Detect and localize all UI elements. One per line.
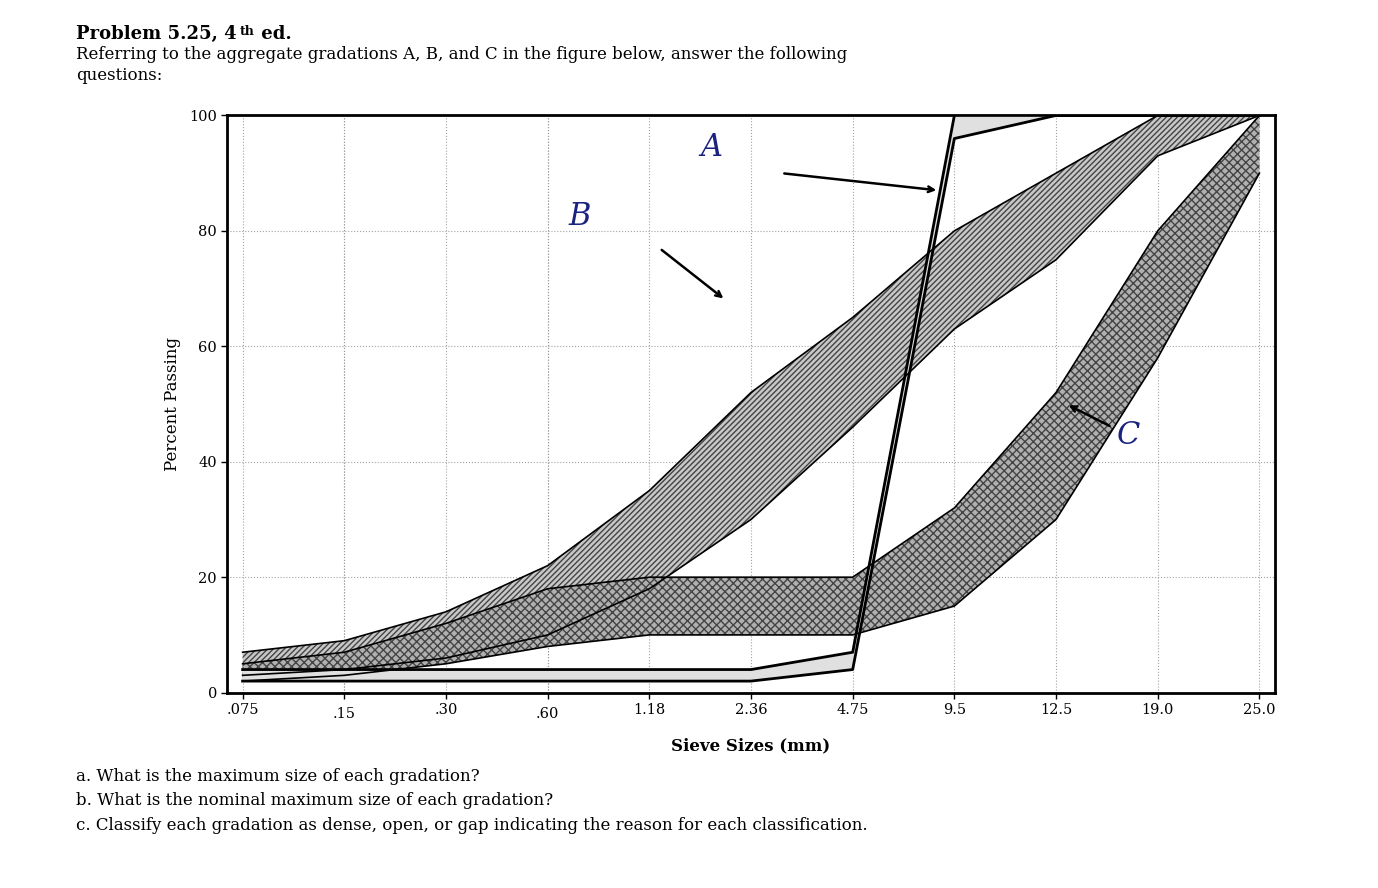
Text: .60: .60 [536, 707, 559, 720]
Text: B: B [568, 201, 590, 232]
Text: b. What is the nominal maximum size of each gradation?: b. What is the nominal maximum size of e… [76, 792, 553, 809]
Y-axis label: Percent Passing: Percent Passing [164, 337, 181, 471]
Text: .15: .15 [333, 707, 356, 720]
Text: Referring to the aggregate gradations A, B, and C in the figure below, answer th: Referring to the aggregate gradations A,… [76, 46, 847, 63]
Text: questions:: questions: [76, 67, 163, 84]
Text: Problem 5.25, 4: Problem 5.25, 4 [76, 25, 237, 43]
Text: th: th [240, 25, 255, 38]
Text: Sieve Sizes (mm): Sieve Sizes (mm) [671, 737, 831, 755]
Text: a. What is the maximum size of each gradation?: a. What is the maximum size of each grad… [76, 768, 480, 785]
Text: A: A [700, 131, 722, 163]
Text: C: C [1118, 420, 1141, 451]
Text: c. Classify each gradation as dense, open, or gap indicating the reason for each: c. Classify each gradation as dense, ope… [76, 817, 867, 834]
Text: ed.: ed. [255, 25, 292, 43]
